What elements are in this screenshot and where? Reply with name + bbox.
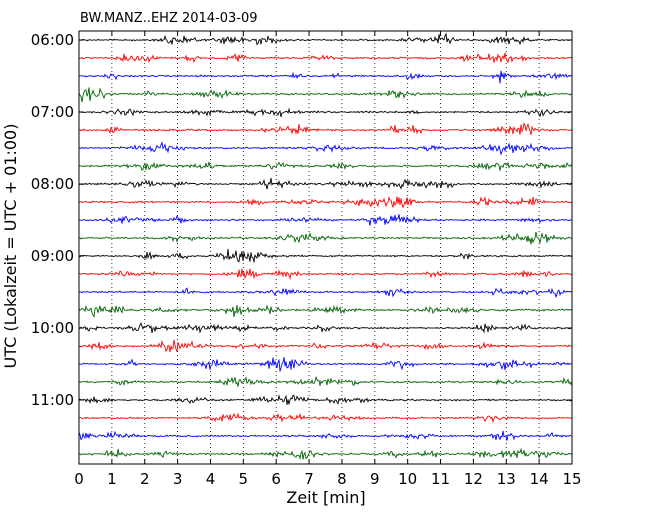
x-axis: 0 1 2 3 4 5 6 7 8 9 10 11 12 13 14 15: [74, 31, 582, 488]
x-tick-label: 11: [431, 470, 450, 488]
trace-line: [78, 447, 573, 460]
x-tick-label: 9: [370, 470, 380, 488]
trace-line: [78, 375, 573, 387]
y-tick-label: 07:00: [31, 103, 74, 121]
x-tick-label: 6: [271, 470, 281, 488]
trace-line: [78, 394, 573, 405]
chart-title: BW.MANZ..EHZ 2014-03-09: [80, 11, 258, 26]
y-axis: 06:00 07:00 08:00 09:00 10:00 11:00: [31, 31, 572, 409]
x-tick-label: 12: [464, 470, 483, 488]
trace-line: [78, 87, 573, 103]
x-tick-label: 8: [337, 470, 347, 488]
trace-line: [78, 268, 573, 281]
trace-line: [78, 412, 573, 424]
x-tick-label: 4: [206, 470, 216, 488]
trace-line: [78, 177, 573, 190]
plot-frame: [78, 30, 573, 465]
x-tick-label: 10: [398, 470, 417, 488]
trace-line: [78, 304, 573, 319]
trace-line: [78, 287, 573, 299]
x-tick-label: 5: [239, 470, 249, 488]
trace-line: [79, 357, 573, 372]
trace-line: [78, 52, 573, 64]
trace-line: [78, 70, 573, 84]
seismogram-traces: [78, 32, 573, 460]
trace-line: [78, 195, 573, 209]
x-tick-label: 0: [74, 470, 84, 488]
trace-line: [78, 214, 573, 226]
x-tick-label: 15: [562, 470, 581, 488]
y-tick-label: 06:00: [31, 31, 74, 49]
trace-line: [78, 122, 573, 135]
trace-line: [78, 161, 573, 172]
y-axis-label: UTC (Lokalzeit = UTC + 01:00): [1, 123, 20, 369]
y-tick-label: 09:00: [31, 247, 74, 265]
trace-line: [78, 430, 573, 441]
x-tick-label: 13: [497, 470, 516, 488]
x-axis-label: Zeit [min]: [286, 488, 366, 507]
trace-line: [78, 231, 573, 245]
trace-line: [78, 339, 573, 353]
y-tick-label: 08:00: [31, 175, 74, 193]
y-tick-label: 11:00: [31, 391, 74, 409]
trace-line: [78, 107, 573, 118]
x-tick-label: 7: [304, 470, 314, 488]
vertical-grid: [111, 31, 540, 464]
y-tick-label: 10:00: [31, 319, 74, 337]
x-tick-label: 1: [107, 470, 117, 488]
x-tick-label: 2: [140, 470, 150, 488]
trace-line: [78, 248, 573, 263]
x-tick-label: 14: [530, 470, 549, 488]
trace-line: [78, 32, 573, 46]
trace-line: [78, 141, 573, 156]
x-tick-label: 3: [173, 470, 183, 488]
trace-line: [78, 322, 573, 334]
